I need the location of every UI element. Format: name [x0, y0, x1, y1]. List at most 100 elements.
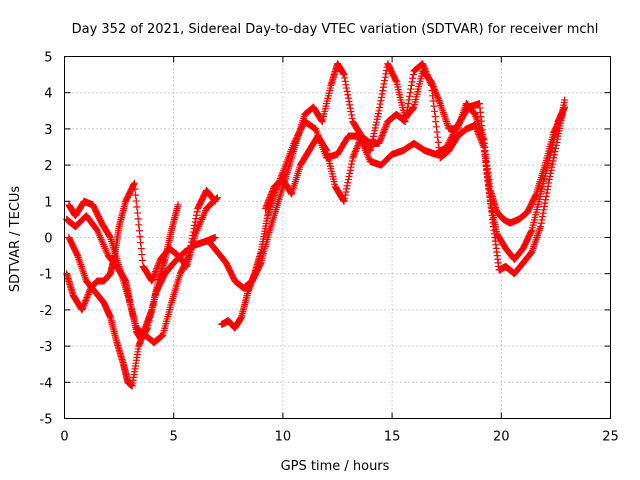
data-point — [419, 61, 427, 69]
data-point — [543, 189, 551, 197]
data-point — [407, 81, 415, 89]
data-point — [540, 206, 548, 214]
data-point — [343, 87, 351, 95]
data-point — [545, 179, 553, 187]
x-axis-label: GPS time / hours — [281, 459, 390, 474]
data-point — [409, 104, 417, 112]
data-point — [424, 74, 432, 82]
data-point — [472, 124, 480, 132]
chart-title: Day 352 of 2021, Sidereal Day-to-day VTE… — [72, 22, 599, 37]
data-point — [376, 138, 384, 146]
data-point — [351, 149, 359, 157]
data-point — [541, 199, 549, 207]
data-point — [401, 118, 409, 126]
data-point — [561, 96, 569, 104]
y-tick-label: 3 — [44, 123, 52, 138]
data-point — [434, 95, 442, 103]
data-point — [381, 73, 389, 81]
data-point — [432, 123, 440, 131]
data-point — [379, 83, 387, 91]
data-point — [185, 252, 193, 260]
data-point — [193, 208, 201, 216]
data-point — [81, 298, 89, 306]
data-point — [409, 74, 417, 82]
data-point — [434, 138, 442, 146]
data-point — [130, 180, 138, 188]
data-point — [431, 107, 439, 115]
data-point — [80, 301, 88, 309]
data-point — [73, 250, 81, 258]
data-point — [152, 266, 160, 274]
data-point — [479, 140, 487, 148]
data-point — [346, 166, 354, 174]
data-point — [153, 265, 161, 273]
data-point — [545, 176, 553, 184]
data-point — [380, 127, 388, 135]
data-point — [354, 140, 362, 148]
data-point — [471, 121, 479, 129]
data-point — [376, 136, 384, 144]
data-point — [422, 67, 430, 75]
plot-frame — [64, 56, 611, 419]
y-tick-label: -5 — [40, 413, 53, 428]
data-point — [134, 209, 142, 217]
data-point — [348, 160, 356, 168]
data-point — [343, 185, 351, 193]
data-point — [527, 228, 535, 236]
data-point — [475, 131, 483, 139]
data-point — [148, 275, 156, 283]
data-point — [380, 80, 388, 88]
series-track-2 — [65, 201, 182, 390]
grid — [64, 56, 611, 419]
data-markers — [63, 60, 569, 390]
data-point — [149, 274, 157, 282]
data-point — [432, 89, 440, 97]
data-point — [402, 114, 410, 122]
data-point — [354, 141, 362, 149]
data-point — [475, 132, 483, 140]
data-point — [474, 129, 482, 137]
data-point — [404, 103, 412, 111]
data-point — [419, 60, 427, 68]
data-point — [268, 189, 276, 197]
data-point — [375, 107, 383, 115]
data-point — [473, 126, 481, 134]
data-point — [472, 123, 480, 131]
data-point — [342, 188, 350, 196]
data-point — [347, 163, 355, 171]
data-point — [426, 78, 434, 86]
data-point — [344, 176, 352, 184]
y-tick-label: -1 — [40, 268, 53, 283]
data-point — [82, 295, 90, 303]
data-point — [434, 133, 442, 141]
data-point — [187, 242, 195, 250]
data-point — [340, 71, 348, 79]
data-point — [406, 92, 414, 100]
data-point — [378, 132, 386, 140]
data-point — [344, 91, 352, 99]
data-point — [268, 187, 276, 195]
data-point — [431, 112, 439, 120]
data-point — [377, 135, 385, 143]
data-point — [543, 186, 551, 194]
data-point — [191, 221, 199, 229]
data-point — [404, 100, 412, 108]
axis-tick-labels: 0 5 10 15 20 25 -5 -4 -3 -2 -1 0 1 2 3 4 5 — [40, 51, 619, 445]
data-point — [561, 103, 569, 111]
y-tick-label: -2 — [40, 304, 53, 319]
data-point — [421, 66, 429, 74]
data-point — [84, 292, 92, 300]
data-point — [478, 138, 486, 146]
data-point — [424, 72, 432, 80]
data-point — [266, 194, 274, 202]
data-point — [263, 200, 271, 208]
data-point — [85, 287, 93, 295]
data-point — [432, 118, 440, 126]
data-point — [148, 277, 156, 285]
data-point — [420, 63, 428, 71]
data-point — [347, 108, 355, 116]
data-point — [351, 148, 359, 156]
x-tick-label: 0 — [60, 430, 68, 445]
data-point — [432, 90, 440, 98]
